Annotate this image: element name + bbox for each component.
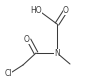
Text: O: O: [24, 35, 30, 43]
Text: N: N: [54, 48, 60, 58]
Text: O: O: [63, 5, 69, 15]
Text: HO: HO: [30, 5, 42, 15]
Text: Cl: Cl: [4, 69, 12, 79]
